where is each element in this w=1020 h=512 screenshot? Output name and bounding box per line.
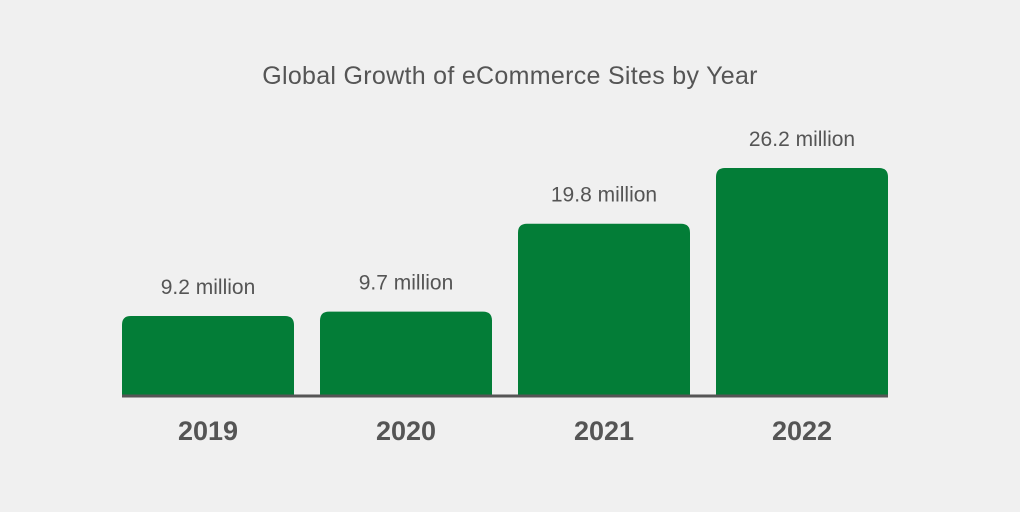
data-label-2020: 9.7 million (359, 272, 454, 295)
x-tick-label-2021: 2021 (574, 416, 634, 446)
x-tick-label-2020: 2020 (376, 416, 436, 446)
bar-2021 (518, 223, 690, 396)
x-tick-label-2022: 2022 (772, 416, 832, 446)
bar-2022 (716, 168, 888, 396)
x-tick-label-2019: 2019 (178, 416, 238, 446)
chart-title: Global Growth of eCommerce Sites by Year (262, 62, 758, 90)
data-label-2022: 26.2 million (749, 128, 855, 151)
bar-2019 (122, 315, 294, 396)
data-label-2019: 9.2 million (161, 276, 256, 299)
bar-2020 (320, 311, 492, 396)
data-label-2021: 19.8 million (551, 184, 657, 207)
